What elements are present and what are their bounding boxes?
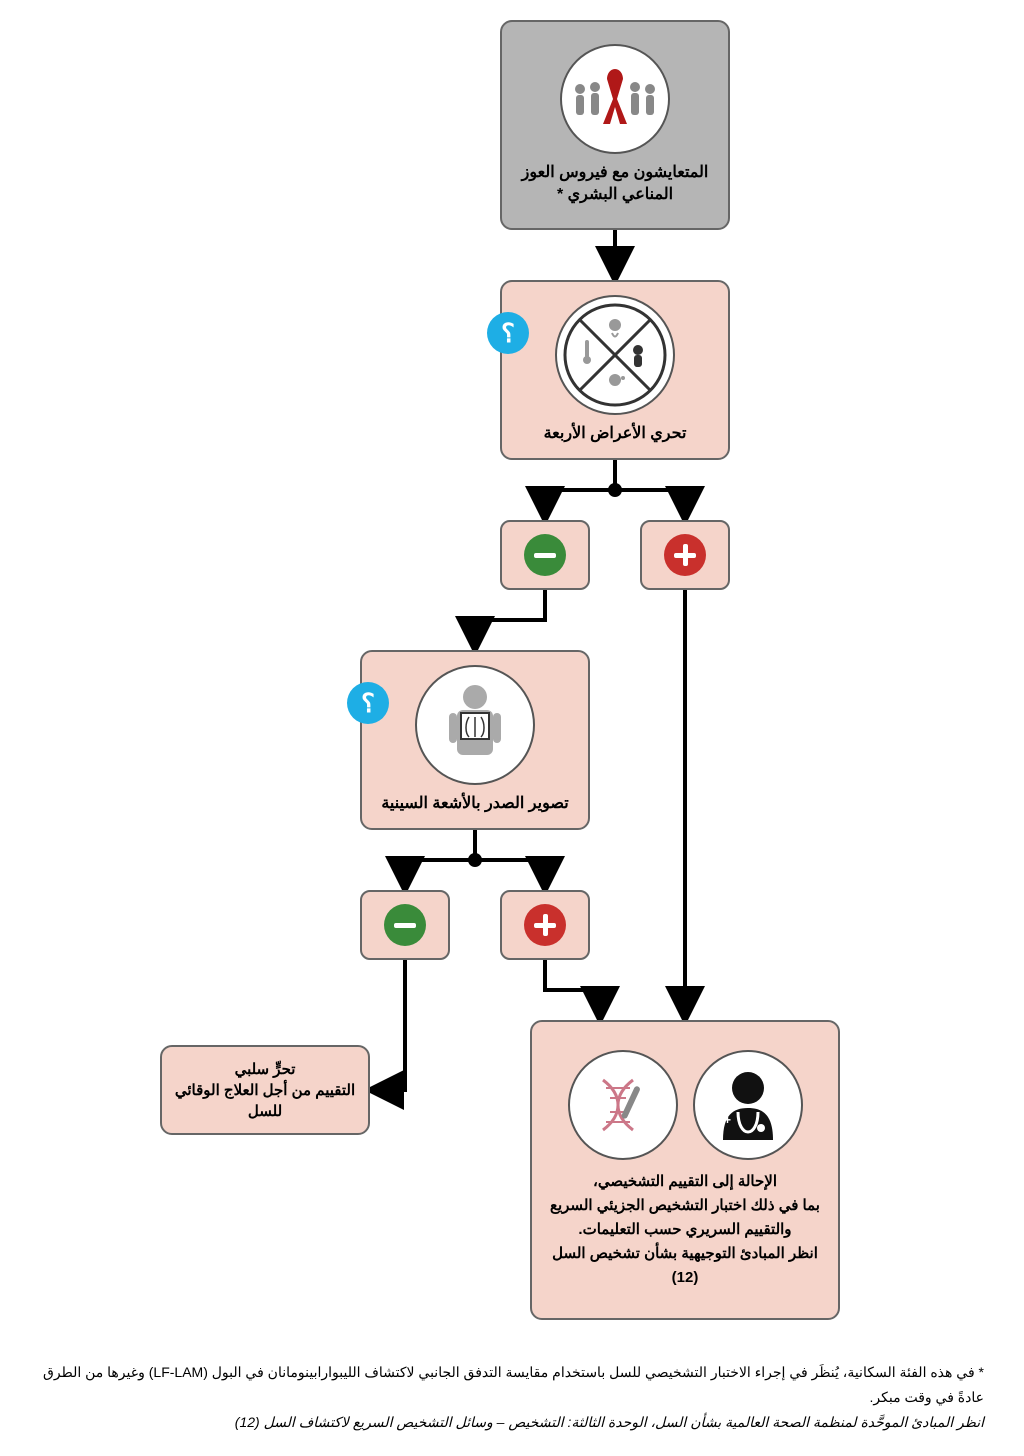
doctor-icon: + — [693, 1050, 803, 1160]
svg-text:+: + — [723, 1113, 730, 1127]
node-start-hiv: المتعايشون مع فيروس العوز المناعي البشري… — [500, 20, 730, 230]
minus-icon — [524, 534, 566, 576]
four-symptom-wheel-icon — [555, 295, 675, 415]
footnote: * في هذه الفئة السكانية، يُنظَر في إجراء… — [40, 1360, 984, 1436]
node-negative-end-label: تحرٍّ سلبي التقييم من أجل العلاج الوقائي… — [172, 1059, 358, 1122]
node-xray: ؟ تصوير الصدر بالأشعة السينية — [360, 650, 590, 830]
question-badge-icon: ؟ — [347, 682, 389, 724]
plus-icon — [524, 904, 566, 946]
tb-screening-flowchart: المتعايشون مع فيروس العوز المناعي البشري… — [40, 20, 984, 1340]
node-result-positive-1 — [640, 520, 730, 590]
plus-icon — [664, 534, 706, 576]
node-xray-label: تصوير الصدر بالأشعة السينية — [381, 793, 568, 815]
node-symptoms: ؟ تحري الأعراض الأربعة — [500, 280, 730, 460]
footnote-line-1: * في هذه الفئة السكانية، يُنظَر في إجراء… — [40, 1360, 984, 1410]
node-start-label: المتعايشون مع فيروس العوز المناعي البشري… — [512, 162, 718, 207]
molecular-test-icon — [568, 1050, 678, 1160]
node-diagnostic-label: الإحالة إلى التقييم التشخيصي، بما في ذلك… — [542, 1170, 828, 1290]
question-badge-icon: ؟ — [487, 312, 529, 354]
node-result-positive-2 — [500, 890, 590, 960]
node-diagnostic: + الإحالة إلى التقييم التشخيصي، بما في ذ… — [530, 1020, 840, 1320]
minus-icon — [384, 904, 426, 946]
footnote-line-2: انظر المبادئ الموحَّدة لمنظمة الصحة العا… — [40, 1410, 984, 1435]
node-symptoms-label: تحري الأعراض الأربعة — [544, 423, 687, 445]
chest-xray-icon — [415, 665, 535, 785]
hiv-ribbon-icon — [560, 44, 670, 154]
node-result-negative-1 — [500, 520, 590, 590]
node-result-negative-2 — [360, 890, 450, 960]
node-negative-end: تحرٍّ سلبي التقييم من أجل العلاج الوقائي… — [160, 1045, 370, 1135]
